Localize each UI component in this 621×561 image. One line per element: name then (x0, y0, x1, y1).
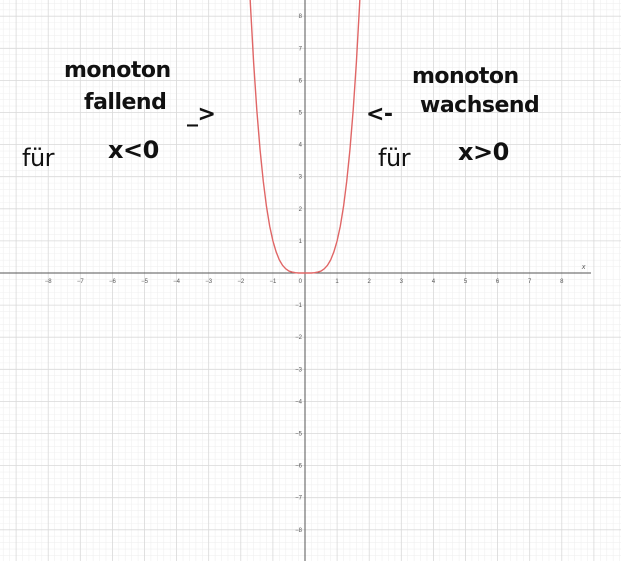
x-tick-label: 6 (496, 279, 500, 285)
y-tick-label: −8 (295, 528, 303, 534)
tick-labels: x −8 −7 −6 −5 −4 −3 −2 −1 1 2 3 4 5 6 7 8 −8 −7 −6 −5 −4 −3 −2 −… (45, 14, 586, 534)
y-tick-label: −5 (295, 432, 303, 438)
x-axis-label: x (581, 264, 586, 271)
x-tick-label: 3 (400, 279, 404, 285)
y-tick-label: 1 (299, 239, 303, 245)
y-tick-label: 2 (299, 207, 303, 213)
x-tick-label: −4 (173, 279, 181, 285)
annotation-left-condition: x<0 (108, 136, 159, 164)
y-tick-label: −4 (295, 399, 303, 405)
y-tick-label: 5 (299, 111, 303, 117)
x-tick-label: −5 (141, 279, 149, 285)
annotation-left-fallend: fallend (84, 90, 167, 115)
x-tick-label: −6 (109, 279, 117, 285)
x-tick-label: −7 (77, 279, 85, 285)
annotation-left-monoton: monoton (64, 58, 171, 83)
origin-label: 0 (299, 279, 303, 285)
y-tick-label: −6 (295, 464, 303, 470)
x-tick-label: 1 (335, 279, 339, 285)
y-tick-label: −3 (295, 367, 303, 373)
x-tick-label: −1 (269, 279, 277, 285)
x-tick-label: 4 (432, 279, 436, 285)
y-tick-label: 8 (299, 14, 303, 20)
y-tick-label: 6 (299, 78, 303, 84)
annotation-right-fuer: für (378, 144, 411, 172)
y-tick-label: 7 (299, 46, 303, 52)
annotation-right-arrow: <- (366, 102, 393, 127)
x-tick-label: −3 (205, 279, 213, 285)
function-curve (249, 0, 361, 274)
x-tick-label: 7 (528, 279, 532, 285)
y-tick-label: 3 (299, 175, 303, 181)
annotation-left-arrow: _> (187, 102, 216, 127)
x-tick-label: 2 (368, 279, 372, 285)
series-line (249, 0, 361, 274)
x-tick-label: −2 (237, 279, 245, 285)
annotation-right-wachsend: wachsend (420, 93, 540, 118)
x-tick-label: 5 (464, 279, 468, 285)
x-tick-label: 8 (560, 279, 564, 285)
y-tick-label: −1 (295, 303, 303, 309)
x-tick-label: −8 (45, 279, 53, 285)
annotation-right-monoton: monoton (412, 64, 519, 89)
y-tick-label: 4 (299, 143, 303, 149)
annotation-right-condition: x>0 (458, 138, 509, 166)
y-tick-label: −2 (295, 335, 303, 341)
annotation-left-fuer: für (22, 144, 55, 172)
y-tick-label: −7 (295, 496, 303, 502)
